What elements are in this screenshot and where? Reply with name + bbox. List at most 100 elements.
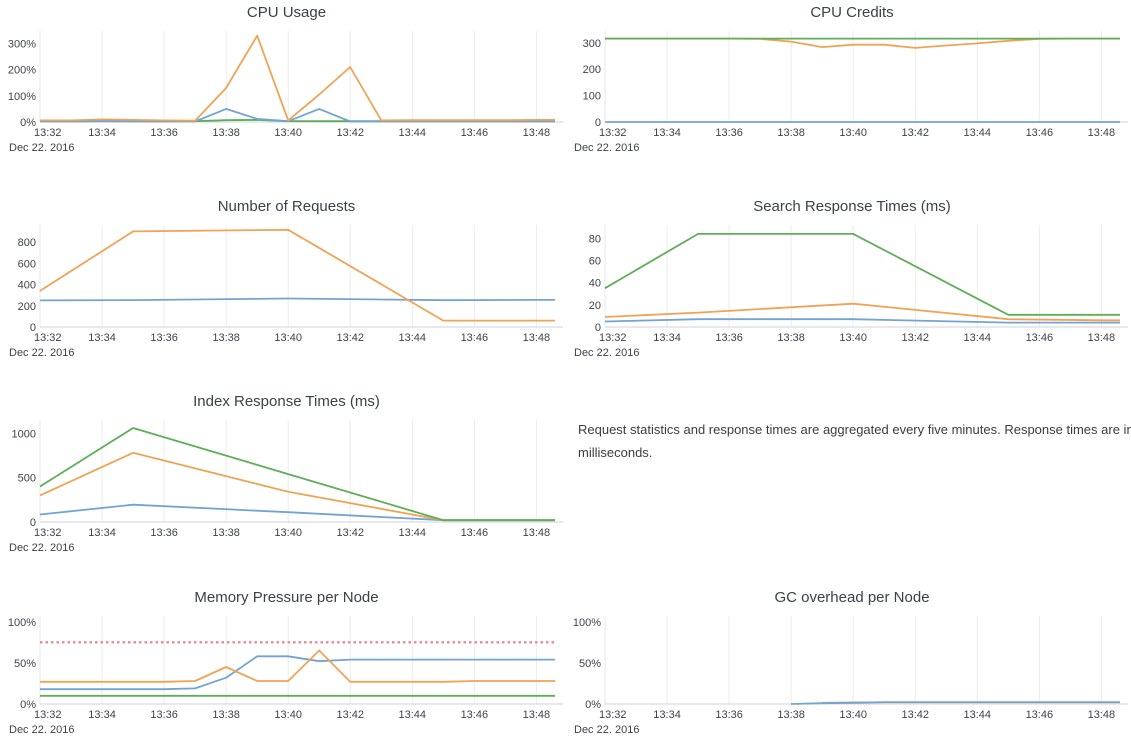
x-tick-label: 13:38 <box>777 332 805 344</box>
x-tick-label: 13:36 <box>715 127 743 139</box>
index-response-times-plot: 0 500 1000 13:32 13:34 13:36 13:38 13:40 13:42 13… <box>9 420 563 554</box>
chart-cell-search-response-times: Search Response Times (ms) 0 20 40 60 80 13:3… <box>565 185 1131 380</box>
x-tick-label: 13:32 <box>34 527 62 539</box>
x-axis-date-label: Dec 22. 2016 <box>9 142 74 154</box>
x-tick-label: 13:38 <box>777 709 805 721</box>
x-tick-label: 13:44 <box>964 332 992 344</box>
x-tick-label: 13:42 <box>336 332 364 344</box>
y-tick-label: 100% <box>573 617 601 629</box>
y-tick-label: 0 <box>595 117 601 129</box>
x-tick-label: 13:48 <box>1088 127 1116 139</box>
index-response-times-series-orange <box>39 451 555 522</box>
x-tick-label: 13:32 <box>34 332 62 344</box>
x-tick-label: 13:48 <box>523 527 551 539</box>
x-axis-date-label: Dec 22. 2016 <box>574 724 639 736</box>
x-tick-label: 13:34 <box>88 127 116 139</box>
chart-cell-cpu-usage: CPU Usage 0% 100% 200% 300% 13:32 13:34 13:36 1… <box>0 0 565 185</box>
x-tick-label: 13:40 <box>274 127 302 139</box>
y-tick-label: 200 <box>583 64 601 76</box>
chart-title-cpu-usage: CPU Usage <box>246 4 327 21</box>
x-tick-label: 13:46 <box>461 527 489 539</box>
x-axis-date-label: Dec 22. 2016 <box>574 347 639 359</box>
number-of-requests-series-orange <box>39 228 555 322</box>
y-tick-label: 0 <box>595 322 601 334</box>
y-tick-label: 40 <box>589 278 601 290</box>
x-tick-label: 13:40 <box>274 527 302 539</box>
chart-title-index-response-times: Index Response Times (ms) <box>193 393 380 410</box>
y-tick-label: 300 <box>583 38 601 50</box>
x-tick-label: 13:36 <box>150 527 178 539</box>
x-tick-label: 13:32 <box>599 709 627 721</box>
x-tick-label: 13:46 <box>1026 332 1054 344</box>
chart-cell-cpu-credits: CPU Credits 0 100 200 300 13:32 13:34 13:36 13:… <box>565 0 1131 185</box>
chart-title-gc-overhead: GC overhead per Node <box>774 589 930 606</box>
x-tick-label: 13:34 <box>653 332 681 344</box>
x-tick-label: 13:38 <box>212 127 240 139</box>
x-tick-label: 13:48 <box>523 332 551 344</box>
memory-pressure-plot: 0% 50% 100% 13:32 13:34 13:36 13:38 13:40 13:42 1… <box>8 616 563 736</box>
y-tick-label: 100% <box>8 91 36 103</box>
x-tick-label: 13:34 <box>653 709 681 721</box>
x-tick-label: 13:34 <box>88 527 116 539</box>
memory-pressure-per-node-series-orange <box>40 649 555 683</box>
x-tick-label: 13:46 <box>1026 127 1054 139</box>
gc-overhead-per-node-series-blue <box>791 701 1120 705</box>
search-response-times-series-green <box>604 232 1120 316</box>
x-tick-label: 13:36 <box>150 709 178 721</box>
chart-cell-number-of-requests: Number of Requests 0 200 400 600 800 13:32 13:… <box>0 185 565 380</box>
y-tick-label: 500 <box>18 473 36 485</box>
x-tick-label: 13:46 <box>461 332 489 344</box>
x-tick-label: 13:46 <box>1026 709 1054 721</box>
chart-cell-index-response-times: Index Response Times (ms) 0 500 1000 13:32 1… <box>0 380 565 580</box>
chart-title-number-of-requests: Number of Requests <box>217 198 356 215</box>
x-tick-label: 13:44 <box>399 709 427 721</box>
x-tick-label: 13:36 <box>715 709 743 721</box>
y-tick-label: 400 <box>18 280 36 292</box>
y-tick-label: 1000 <box>12 428 36 440</box>
cpu-usage-plot: 0% 100% 200% 300% 13:32 13:34 13:36 13:38 13:40 1… <box>8 31 563 154</box>
x-tick-label: 13:32 <box>599 127 627 139</box>
y-tick-label: 0 <box>30 322 36 334</box>
x-tick-label: 13:40 <box>274 332 302 344</box>
x-tick-label: 13:48 <box>523 127 551 139</box>
x-axis-date-label: Dec 22. 2016 <box>574 142 639 154</box>
x-tick-label: 13:42 <box>336 527 364 539</box>
index-response-times-series-green <box>39 427 555 522</box>
x-tick-label: 13:34 <box>653 127 681 139</box>
chart-title-search-response-times: Search Response Times (ms) <box>753 198 951 215</box>
x-tick-label: 13:36 <box>150 332 178 344</box>
y-tick-label: 200% <box>8 65 36 77</box>
x-tick-label: 13:44 <box>964 709 992 721</box>
cpu-credits-series-orange <box>605 37 1120 49</box>
search-response-times-series-orange <box>604 302 1120 322</box>
x-tick-label: 13:42 <box>336 709 364 721</box>
y-tick-label: 50% <box>14 658 36 670</box>
x-axis-date-label: Dec 22. 2016 <box>9 347 74 359</box>
x-tick-label: 13:34 <box>88 709 116 721</box>
y-tick-label: 50% <box>579 658 601 670</box>
x-tick-label: 13:38 <box>212 709 240 721</box>
x-tick-label: 13:42 <box>336 127 364 139</box>
x-tick-label: 13:36 <box>150 127 178 139</box>
cpu-usage-series-blue <box>40 108 555 123</box>
x-tick-label: 13:32 <box>599 332 627 344</box>
y-tick-label: 20 <box>589 300 601 312</box>
y-tick-label: 0% <box>20 117 36 129</box>
x-tick-label: 13:44 <box>399 527 427 539</box>
chart-title-memory-pressure: Memory Pressure per Node <box>194 589 379 606</box>
cpu-usage-series-orange <box>40 34 555 122</box>
y-tick-label: 800 <box>18 237 36 249</box>
y-tick-label: 0 <box>30 517 36 529</box>
y-tick-label: 300% <box>8 39 36 51</box>
x-tick-label: 13:38 <box>212 527 240 539</box>
chart-title-cpu-credits: CPU Credits <box>810 4 894 21</box>
x-axis-date-label: Dec 22. 2016 <box>9 542 74 554</box>
x-tick-label: 13:44 <box>399 127 427 139</box>
search-response-times-plot: 0 20 40 60 80 13:32 13:34 13:36 13:38 13:40 13:42 1… <box>574 225 1128 359</box>
aggregation-note: Request statistics and response times ar… <box>565 380 1131 580</box>
x-tick-label: 13:48 <box>523 709 551 721</box>
y-tick-label: 60 <box>589 255 601 267</box>
y-tick-label: 100 <box>583 91 601 103</box>
x-tick-label: 13:34 <box>88 332 116 344</box>
